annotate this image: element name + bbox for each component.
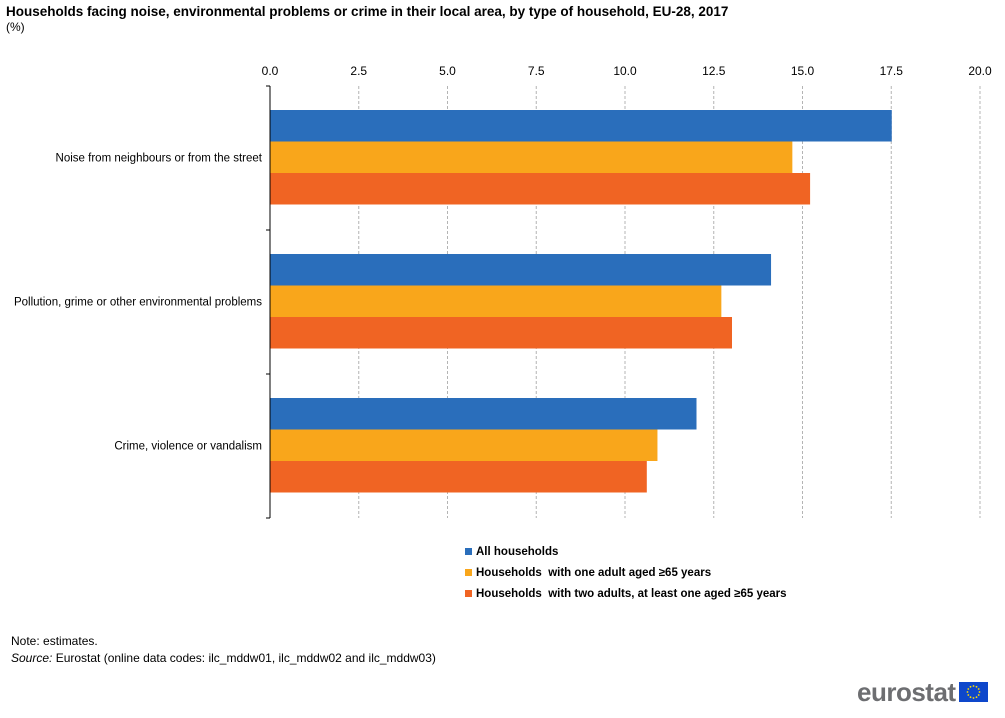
- source-text: Eurostat (online data codes: ilc_mddw01,…: [52, 651, 436, 665]
- bar: [270, 254, 772, 286]
- x-tick-label: 5.0: [439, 64, 456, 78]
- legend-label: All households: [476, 545, 559, 558]
- legend-label: Households with two adults, at least one…: [476, 587, 787, 600]
- x-tick-label: 15.0: [791, 64, 815, 78]
- x-tick-label: 10.0: [613, 64, 637, 78]
- x-tick-label: 7.5: [528, 64, 545, 78]
- category-label: Pollution, grime or other environmental …: [14, 296, 262, 308]
- category-label: Noise from neighbours or from the street: [56, 152, 263, 164]
- logo-text: eurostat: [857, 677, 956, 707]
- legend-swatch: [465, 590, 472, 597]
- x-tick-label: 12.5: [702, 64, 726, 78]
- bar: [270, 141, 793, 173]
- eurostat-logo: eurostat: [857, 679, 988, 705]
- legend: All households Households with one adult…: [465, 541, 787, 604]
- x-tick-label: 17.5: [880, 64, 904, 78]
- legend-swatch: [465, 569, 472, 576]
- category-label: Crime, violence or vandalism: [114, 440, 262, 452]
- eu-flag-icon: [958, 682, 988, 702]
- bar-chart: 0.0 2.5 5.0 7.5 10.0 12.5 15.0 17.5 20.0 Noise fr…: [14, 64, 992, 519]
- bar: [270, 317, 732, 349]
- bar: [270, 429, 658, 461]
- bar: [270, 285, 722, 317]
- legend-item-all-households: All households: [465, 541, 787, 562]
- bar: [270, 461, 647, 493]
- bar: [270, 173, 811, 205]
- x-tick-label: 2.5: [350, 64, 367, 78]
- legend-item-two-adults: Households with two adults, at least one…: [465, 583, 787, 604]
- legend-label: Households with one adult aged ≥65 years: [476, 566, 712, 579]
- chart-note: Note: estimates.: [11, 634, 98, 648]
- chart-title: Households facing noise, environmental p…: [6, 4, 729, 19]
- chart-subtitle: (%): [6, 20, 25, 34]
- source-label: Source:: [11, 651, 53, 665]
- bar: [270, 110, 892, 142]
- legend-swatch: [465, 548, 472, 555]
- chart-source: Source: Eurostat (online data codes: ilc…: [11, 651, 436, 665]
- bar: [270, 398, 697, 430]
- legend-item-one-adult: Households with one adult aged ≥65 years: [465, 562, 787, 583]
- x-tick-label: 20.0: [968, 64, 992, 78]
- x-tick-label: 0.0: [262, 64, 279, 78]
